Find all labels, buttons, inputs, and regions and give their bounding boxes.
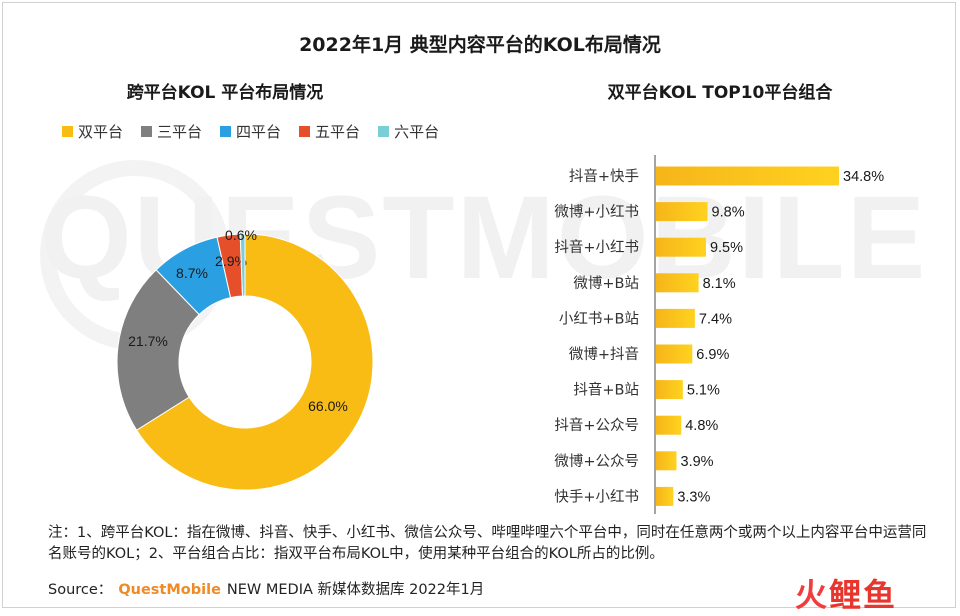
legend-swatch xyxy=(62,126,73,137)
donut-data-label: 66.0% xyxy=(308,398,348,414)
bar xyxy=(656,202,708,222)
bar-title: 双平台KOL TOP10平台组合 xyxy=(607,83,833,103)
donut-data-label: 2.9% xyxy=(215,253,247,269)
bar xyxy=(656,308,695,328)
logo-char-1: 火 xyxy=(795,576,830,614)
bar-data-label: 9.8% xyxy=(712,205,745,221)
bar-data-label: 8.1% xyxy=(703,276,736,292)
bar xyxy=(656,380,683,400)
bar-data-label: 9.5% xyxy=(710,240,743,256)
bar-category-label: 微博+B站 xyxy=(573,275,639,292)
donut-slice xyxy=(116,269,200,431)
bar-data-label: 3.3% xyxy=(677,489,710,505)
bar xyxy=(656,486,674,506)
source-line: Source： QuestMobile NEW MEDIA 新媒体数据库 202… xyxy=(48,578,484,599)
legend-item: 六平台 xyxy=(378,121,439,142)
donut-data-label: 8.7% xyxy=(176,265,208,281)
source-rest: NEW MEDIA 新媒体数据库 2022年1月 xyxy=(226,582,485,598)
donut-data-label: 0.6% xyxy=(225,227,257,243)
legend-label: 四平台 xyxy=(236,123,282,141)
donut-legend: 双平台 三平台 四平台 五平台 六平台 xyxy=(62,121,439,142)
bar xyxy=(656,415,682,435)
donut-title: 跨平台KOL 平台布局情况 xyxy=(126,83,324,103)
legend-swatch xyxy=(141,126,153,137)
bar-category-label: 微博+公众号 xyxy=(554,453,639,470)
bar xyxy=(656,273,699,293)
logo-char-2: 鲤鱼 xyxy=(829,576,898,614)
legend-swatch xyxy=(299,126,311,137)
legend-item: 四平台 xyxy=(220,121,281,142)
donut-slice xyxy=(239,233,246,297)
bar xyxy=(656,344,693,364)
legend-item: 三平台 xyxy=(141,121,202,142)
bar-category-label: 微博+小红书 xyxy=(554,204,639,221)
bar-category-label: 微博+抖音 xyxy=(569,346,639,363)
donut-slice xyxy=(135,233,374,491)
legend-label: 五平台 xyxy=(315,123,361,141)
bar-data-label: 3.9% xyxy=(681,454,714,470)
legend-swatch xyxy=(220,126,232,137)
bar-category-label: 快手+小红书 xyxy=(554,488,639,505)
source-brand: QuestMobile xyxy=(118,582,221,598)
bar-data-label: 5.1% xyxy=(687,383,720,399)
bar-category-label: 抖音+B站 xyxy=(573,382,639,399)
bar-category-label: 小红书+B站 xyxy=(559,310,639,327)
brand-logo: 火鲤鱼 xyxy=(795,570,897,616)
bar-category-label: 抖音+快手 xyxy=(569,168,639,185)
legend-label: 三平台 xyxy=(157,123,203,141)
legend-item: 双平台 xyxy=(62,121,123,142)
bar-data-label: 7.4% xyxy=(699,311,732,327)
legend-label: 双平台 xyxy=(78,123,124,141)
footnote: 注：1、跨平台KOL：指在微博、抖音、快手、小红书、微信公众号、哔哩哔哩六个平台… xyxy=(48,525,927,562)
bar-data-label: 6.9% xyxy=(696,347,729,363)
bar-data-label: 34.8% xyxy=(843,169,884,185)
chart-frame xyxy=(2,2,956,608)
source-label: Source： xyxy=(48,582,113,598)
bar-category-label: 抖音+小红书 xyxy=(554,239,639,256)
legend-swatch xyxy=(378,126,390,137)
main-title: 2022年1月 典型内容平台的KOL布局情况 xyxy=(299,34,661,56)
legend-label: 六平台 xyxy=(394,123,440,141)
donut-data-label: 21.7% xyxy=(128,333,168,349)
bar xyxy=(656,166,839,186)
bar-category-label: 抖音+公众号 xyxy=(554,417,639,434)
bar-data-label: 4.8% xyxy=(685,418,718,434)
bar xyxy=(656,237,706,257)
legend-item: 五平台 xyxy=(299,121,360,142)
bar xyxy=(656,451,677,471)
